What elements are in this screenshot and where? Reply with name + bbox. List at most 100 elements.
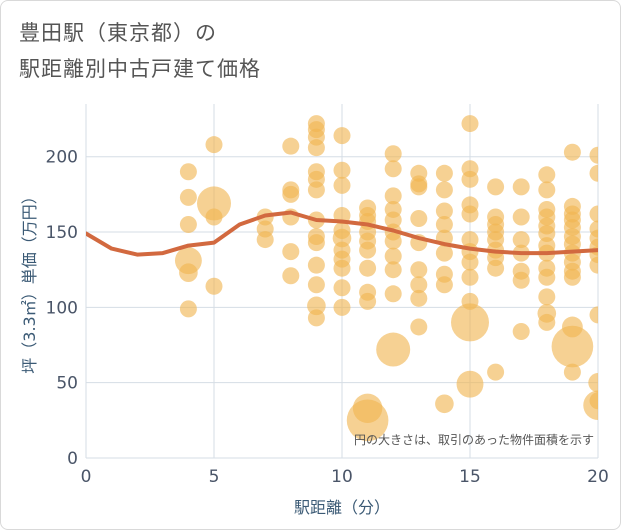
data-point <box>461 268 479 286</box>
data-point <box>461 253 479 271</box>
data-point <box>179 188 197 206</box>
data-point <box>346 399 389 442</box>
data-point <box>435 164 453 182</box>
data-point <box>588 372 598 393</box>
data-point <box>384 145 402 163</box>
data-point <box>538 225 556 243</box>
data-point <box>282 243 300 261</box>
data-point <box>589 256 598 274</box>
y-tick-label: 50 <box>56 374 78 394</box>
data-point <box>359 292 377 310</box>
data-point <box>435 244 453 262</box>
data-point <box>410 276 428 294</box>
data-point <box>307 139 325 157</box>
data-point <box>551 325 594 368</box>
trend-line <box>86 210 598 257</box>
data-point <box>435 202 453 220</box>
data-point <box>384 160 402 178</box>
data-point <box>384 247 402 265</box>
data-point <box>538 313 556 331</box>
x-tick-label: 5 <box>209 467 220 487</box>
data-point <box>179 163 197 181</box>
data-point <box>359 259 377 277</box>
data-point <box>487 363 505 381</box>
data-point <box>461 170 479 188</box>
data-point <box>282 267 300 285</box>
data-point <box>410 178 428 196</box>
data-point <box>307 181 325 199</box>
data-point <box>435 394 454 414</box>
data-point <box>410 318 428 336</box>
data-point <box>583 390 598 420</box>
data-point <box>512 178 530 196</box>
data-point <box>589 146 598 164</box>
x-tick-label: 15 <box>459 467 481 487</box>
size-annotation: 円の大きさは、取引のあった物件面積を示す <box>354 432 594 447</box>
x-tick-label: 20 <box>587 467 609 487</box>
data-point <box>307 234 325 252</box>
data-point <box>589 164 598 182</box>
x-tick-label: 10 <box>331 467 353 487</box>
data-point <box>256 231 274 249</box>
y-tick-label: 200 <box>46 148 78 168</box>
data-point <box>333 127 351 145</box>
data-point <box>307 296 326 316</box>
data-point <box>538 181 556 199</box>
data-point <box>307 256 325 274</box>
data-point <box>197 186 231 221</box>
data-point <box>333 259 351 277</box>
y-tick-label: 100 <box>46 298 78 318</box>
data-point <box>384 211 402 229</box>
y-axis-label: 坪（3.3㎡）単価（万円） <box>20 188 39 373</box>
trend-layer <box>86 210 598 257</box>
y-tick-label: 150 <box>46 223 78 243</box>
data-point <box>512 231 530 249</box>
data-point <box>487 259 505 277</box>
data-point <box>179 263 198 283</box>
data-point <box>461 115 479 133</box>
data-point <box>376 332 411 367</box>
data-point <box>512 322 530 340</box>
data-point <box>410 209 428 227</box>
data-point <box>563 268 581 286</box>
data-point <box>435 276 453 294</box>
chart-title-line2: 駅距離別中古戸建て価格 <box>19 57 261 81</box>
data-point <box>538 268 556 286</box>
data-point <box>461 205 479 223</box>
data-point <box>282 185 300 203</box>
data-point <box>410 289 428 307</box>
data-point <box>538 288 556 306</box>
chart-title-line1: 豊田駅（東京都）の <box>19 21 217 45</box>
x-axis-label: 駅距離（分） <box>294 498 390 517</box>
data-point <box>435 216 453 234</box>
data-point <box>282 137 300 155</box>
data-point <box>450 303 490 342</box>
data-point <box>384 232 402 250</box>
data-point <box>435 181 453 199</box>
data-point <box>512 208 530 226</box>
data-point <box>205 277 223 295</box>
data-point <box>384 261 402 279</box>
data-point <box>461 231 479 249</box>
data-point <box>205 136 223 154</box>
data-point <box>333 279 351 297</box>
y-tick-label: 0 <box>67 449 78 469</box>
data-point <box>410 261 428 279</box>
data-point <box>333 298 351 316</box>
data-point <box>512 271 530 289</box>
data-point <box>563 143 581 161</box>
data-point <box>333 161 351 179</box>
data-point <box>205 208 223 226</box>
data-point <box>384 187 402 205</box>
data-point <box>333 176 351 194</box>
data-point <box>487 178 505 196</box>
data-point <box>384 285 402 303</box>
data-point <box>563 363 581 381</box>
data-point <box>456 370 484 398</box>
data-point <box>332 228 352 248</box>
data-point <box>589 306 598 324</box>
x-tick-label: 0 <box>81 467 92 487</box>
